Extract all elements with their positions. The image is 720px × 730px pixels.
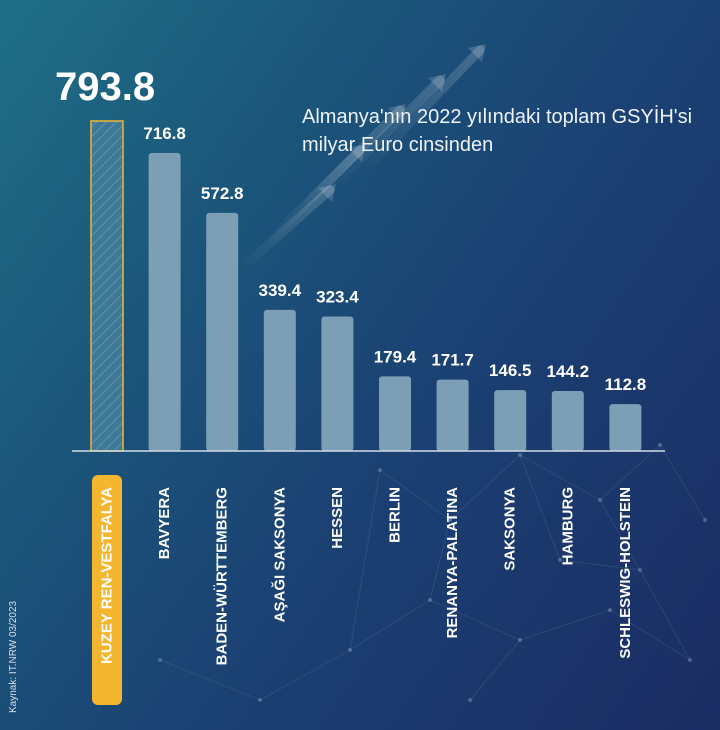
category-label-1: KUZEY REN-VESTFALYA [99, 487, 116, 664]
category-label-6: BERLIN [387, 487, 404, 543]
category-label-10: SCHLESWIG-HOLSTEIN [617, 487, 634, 659]
bar-7 [436, 379, 469, 451]
category-label-9: HAMBURG [559, 487, 576, 565]
bar-10 [609, 404, 642, 451]
bar-3 [206, 212, 239, 451]
chart-title: Almanya'nın 2022 yılındaki toplam GSYİH'… [302, 106, 693, 156]
category-label-4: AŞAĞI SAKSONYA [270, 487, 288, 622]
value-label-9: 144.2 [547, 362, 590, 381]
value-label-8: 146.5 [489, 361, 532, 380]
category-label-8: SAKSONYA [502, 487, 519, 571]
bar-2 [148, 153, 181, 451]
value-label-5: 323.4 [316, 288, 359, 307]
bar-9 [551, 391, 584, 451]
bar-8 [494, 390, 527, 451]
background-decoration [158, 44, 707, 702]
category-label-7: RENANYA-PALATINA [444, 487, 461, 639]
bar-6 [379, 376, 411, 451]
value-label-7: 171.7 [431, 351, 474, 370]
value-label-1: 793.8 [55, 65, 155, 109]
bar-4 [263, 309, 296, 451]
value-label-4: 339.4 [259, 281, 302, 300]
category-labels: KUZEY REN-VESTFALYA BAVYERA BADEN-WÜRTTEMB… [92, 475, 634, 705]
value-labels: 793.8 716.8 572.8 339.4 323.4 179.4 171.7 146.5… [55, 65, 646, 394]
bar-5 [321, 316, 354, 451]
value-label-10: 112.8 [605, 375, 647, 394]
category-label-3: BADEN-WÜRTTEMBERG [214, 487, 231, 665]
highlight-label-background [92, 475, 122, 705]
category-label-5: HESSEN [329, 487, 346, 549]
bar-1 [90, 120, 124, 452]
bars [72, 120, 665, 452]
category-label-2: BAVYERA [156, 487, 173, 559]
value-label-6: 179.4 [374, 347, 417, 366]
source-note: Kaynak: IT.NRW 03/2023 [8, 600, 19, 713]
value-label-3: 572.8 [201, 184, 244, 203]
value-label-2: 716.8 [143, 124, 186, 143]
